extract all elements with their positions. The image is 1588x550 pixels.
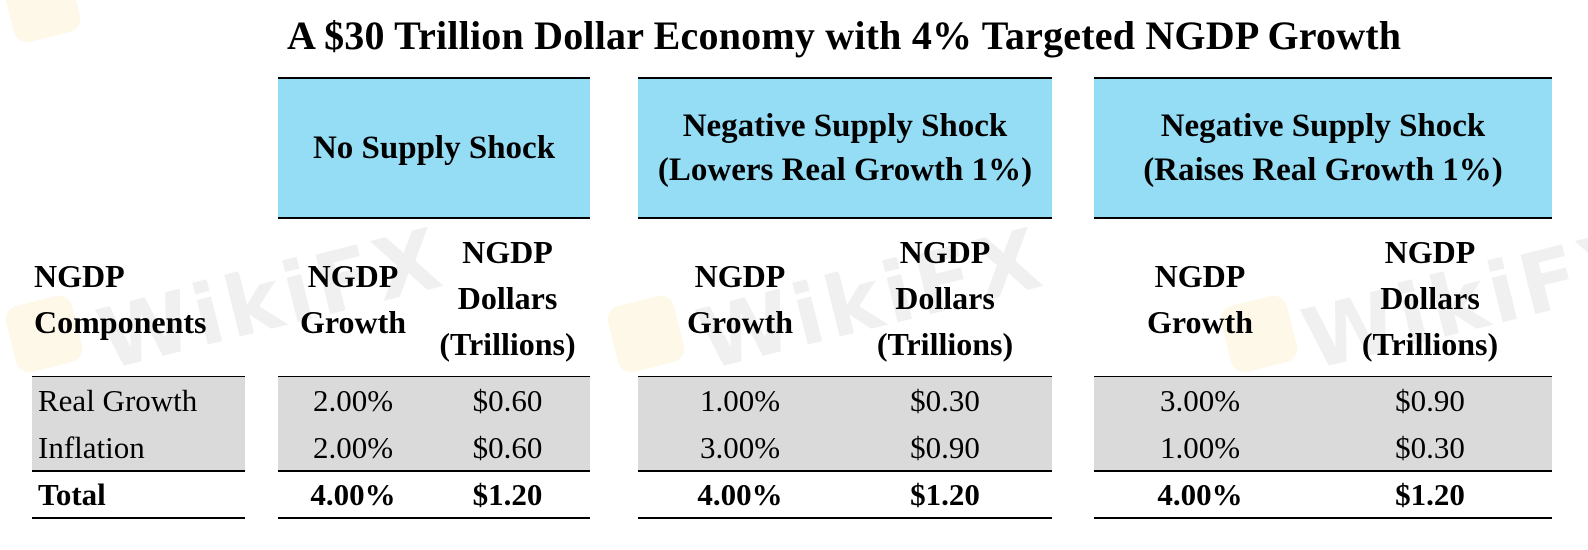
col-header-line: NGDP — [1384, 234, 1476, 270]
cell-total-growth: 4.00% — [1157, 477, 1243, 512]
cell-total-dollars: $1.20 — [472, 477, 543, 512]
shaded-rows — [638, 377, 1052, 470]
col-header-line: Dollars — [895, 280, 995, 316]
row-header-line: NGDP — [34, 258, 125, 294]
cell-total-growth: 4.00% — [697, 477, 783, 512]
rule — [278, 470, 590, 472]
cell-dollars: $0.60 — [472, 430, 543, 465]
row-label-real-growth: Real Growth — [38, 383, 198, 418]
row-header-line: Components — [34, 304, 207, 340]
col-header-line: Growth — [299, 304, 407, 340]
row-label-inflation: Inflation — [38, 430, 145, 465]
cell-total-growth: 4.00% — [310, 477, 396, 512]
cell-dollars: $0.30 — [910, 383, 980, 418]
group-label: Negative Supply Shock — [1160, 108, 1486, 144]
group-header-lowers-real-growth: Negative Supply Shock (Lowers Real Growth… — [638, 79, 1052, 217]
group-header-no-shock: No Supply Shock — [278, 79, 590, 217]
shaded-rows — [32, 377, 245, 470]
cell-dollars: $0.90 — [910, 430, 980, 465]
rule — [1094, 470, 1552, 472]
rule — [1094, 217, 1552, 219]
rule — [32, 470, 245, 472]
row-label-total: Total — [38, 477, 106, 512]
col-header-line: Growth — [686, 304, 794, 340]
rule — [278, 517, 590, 519]
group-sublabel: (Lowers Real Growth 1%) — [657, 152, 1033, 188]
cell-growth: 3.00% — [699, 430, 781, 465]
rule — [1094, 517, 1552, 519]
rule — [32, 517, 245, 519]
rule — [638, 470, 1052, 472]
group-label: Negative Supply Shock — [682, 108, 1008, 144]
group-label: No Supply Shock — [312, 130, 556, 166]
rule — [278, 77, 590, 79]
rule — [638, 517, 1052, 519]
cell-growth: 1.00% — [1159, 430, 1241, 465]
page-title: A $30 Trillion Dollar Economy with 4% Ta… — [287, 13, 1402, 58]
cell-growth: 2.00% — [312, 430, 394, 465]
rule — [278, 217, 590, 219]
col-header-line: NGDP — [1154, 258, 1246, 294]
rule — [638, 217, 1052, 219]
shaded-rows — [1094, 377, 1552, 470]
rule — [1094, 77, 1552, 79]
col-header-line: (Trillions) — [876, 326, 1014, 362]
watermark-logo-icon — [0, 0, 84, 46]
col-header-line: NGDP — [462, 234, 553, 270]
cell-growth: 2.00% — [312, 383, 394, 418]
col-header-dollars: NGDP Dollars (Trillions) — [860, 229, 1030, 367]
col-header-line: (Trillions) — [439, 326, 576, 362]
cell-total-dollars: $1.20 — [910, 477, 980, 512]
group-sublabel: (Raises Real Growth 1%) — [1143, 152, 1503, 188]
cell-total-dollars: $1.20 — [1395, 477, 1465, 512]
col-header-line: Dollars — [1380, 280, 1480, 316]
col-header-growth: NGDP Growth — [660, 253, 820, 345]
col-header-line: Growth — [1146, 304, 1254, 340]
col-header-growth: NGDP Growth — [278, 253, 428, 345]
cell-growth: 3.00% — [1159, 383, 1241, 418]
col-header-dollars: NGDP Dollars (Trillions) — [425, 229, 590, 367]
col-header-line: Dollars — [457, 280, 558, 316]
cell-dollars: $0.60 — [472, 383, 543, 418]
col-header-line: (Trillions) — [1361, 326, 1499, 362]
col-header-line: NGDP — [899, 234, 991, 270]
row-header: NGDP Components — [34, 253, 206, 345]
col-header-growth: NGDP Growth — [1120, 253, 1280, 345]
col-header-dollars: NGDP Dollars (Trillions) — [1345, 229, 1515, 367]
cell-growth: 1.00% — [699, 383, 781, 418]
cell-dollars: $0.30 — [1395, 430, 1465, 465]
col-header-line: NGDP — [694, 258, 786, 294]
rule — [638, 77, 1052, 79]
cell-dollars: $0.90 — [1395, 383, 1465, 418]
group-header-raises-real-growth: Negative Supply Shock (Raises Real Growth… — [1094, 79, 1552, 217]
col-header-line: NGDP — [307, 258, 399, 294]
shaded-rows — [278, 377, 590, 470]
